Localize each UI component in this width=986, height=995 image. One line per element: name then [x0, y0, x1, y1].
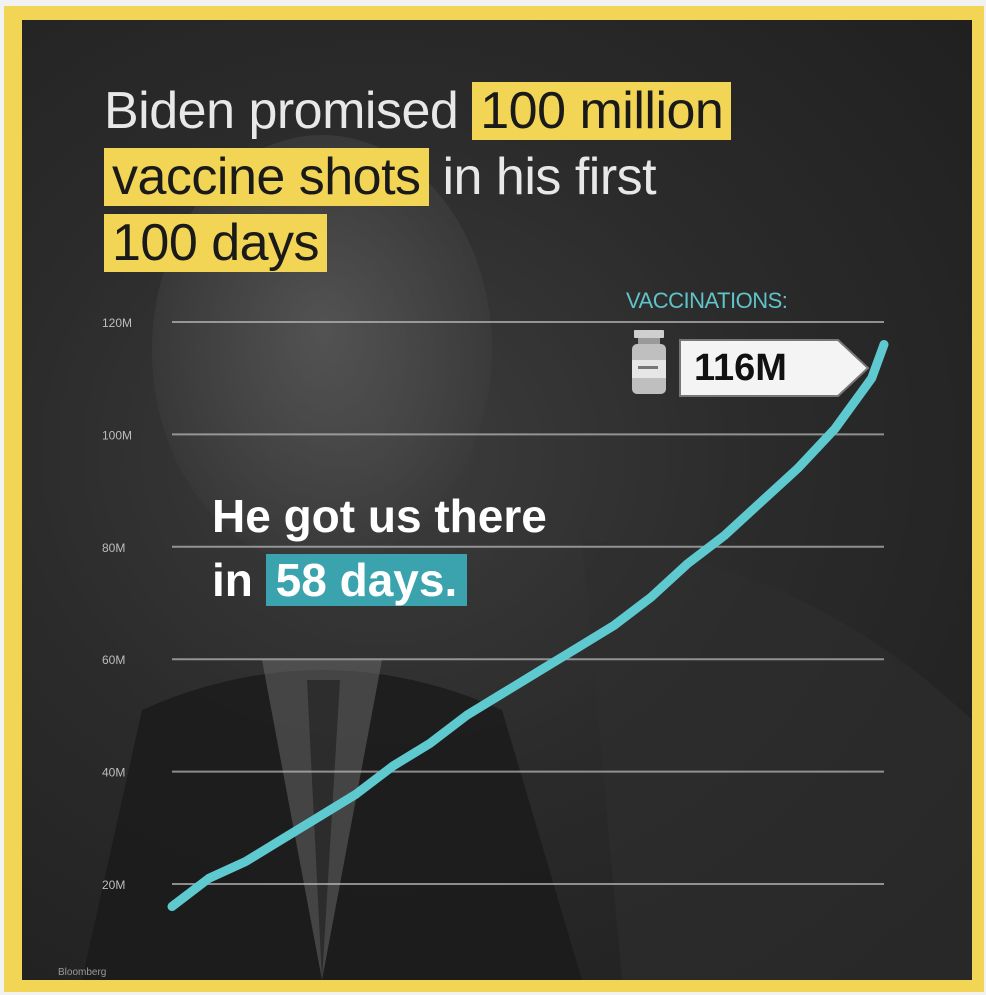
- y-tick-label: 80M: [102, 541, 125, 555]
- y-axis: 120M 100M 80M 60M 40M 20M: [102, 316, 132, 892]
- callout-arrow-box: [679, 339, 870, 397]
- headline-highlight-100-million: 100 million: [472, 82, 732, 140]
- data-point: [355, 793, 358, 796]
- data-point: [318, 815, 321, 818]
- vaccinations-line: [167, 340, 889, 911]
- y-tick-label: 60M: [102, 653, 125, 667]
- data-point: [649, 596, 652, 599]
- data-point: [244, 860, 247, 863]
- data-point: [539, 669, 542, 672]
- subheadline-line-1: He got us there: [212, 490, 547, 542]
- data-point: [760, 500, 763, 503]
- vaccine-vial-icon: [632, 330, 666, 394]
- data-points: [171, 343, 885, 908]
- subheadline-prefix: in: [212, 554, 266, 606]
- headline: Biden promised 100 million vaccine shots…: [104, 78, 924, 276]
- y-tick-label: 20M: [102, 878, 125, 892]
- data-point: [612, 624, 615, 627]
- subheadline-highlight-58-days: 58 days.: [265, 554, 468, 606]
- source-credit: Bloomberg: [58, 967, 107, 978]
- data-point: [723, 534, 726, 537]
- data-point: [833, 427, 836, 430]
- headline-text-1: Biden promised: [104, 82, 473, 140]
- data-point: [207, 877, 210, 880]
- data-point: [391, 764, 394, 767]
- y-tick-label: 100M: [102, 428, 132, 442]
- line-chart: 120M 100M 80M 60M 40M 20M: [102, 316, 889, 911]
- portrait-photo: [82, 135, 972, 980]
- headline-highlight-100-days: 100 days: [104, 214, 328, 272]
- infographic-panel: 120M 100M 80M 60M 40M 20M Biden promised 100 …: [22, 20, 972, 980]
- headline-text-2: in his first: [428, 148, 657, 206]
- data-point: [171, 905, 173, 908]
- callout-value: 116M: [694, 347, 787, 389]
- y-tick-label: 120M: [102, 316, 132, 330]
- data-point: [428, 742, 431, 745]
- data-point: [797, 467, 800, 470]
- subheadline: He got us there in 58 days.: [212, 484, 547, 612]
- vaccinations-label: VACCINATIONS:: [626, 288, 788, 313]
- data-point: [576, 646, 579, 649]
- data-point: [465, 714, 468, 717]
- data-point: [883, 343, 885, 346]
- chart-grid: [172, 321, 884, 885]
- data-point: [502, 691, 505, 694]
- data-point: [870, 377, 873, 380]
- data-point: [281, 838, 284, 841]
- y-tick-label: 40M: [102, 766, 125, 780]
- data-point: [686, 562, 689, 565]
- headline-highlight-vaccine-shots: vaccine shots: [104, 148, 429, 206]
